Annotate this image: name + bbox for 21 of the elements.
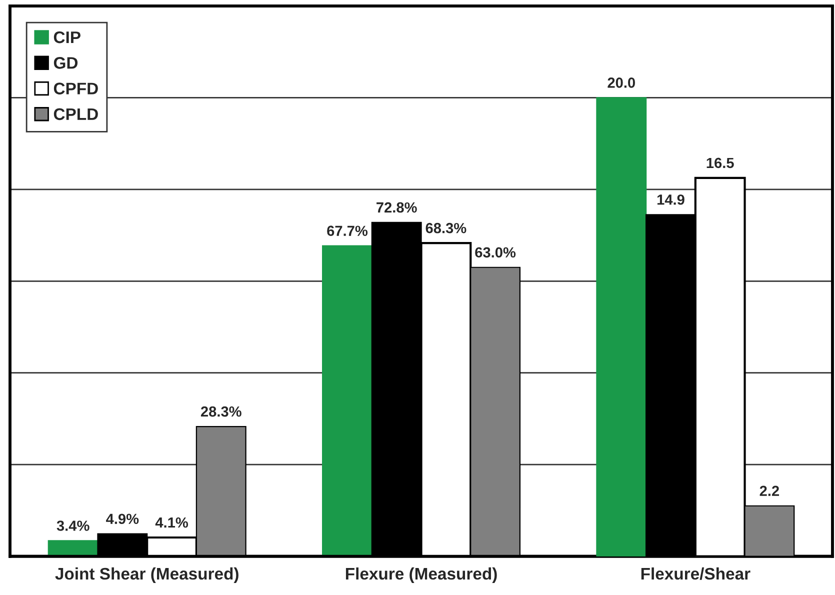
legend-label: GD [54,57,78,69]
x-tick-label: Flexure/Shear [641,567,750,580]
x-tick-label: Joint Shear (Measured) [55,567,238,583]
bar [322,245,372,556]
data-label: 3.4% [56,520,90,531]
data-label: 14.9 [657,194,684,205]
data-label: 4.1% [155,517,188,528]
data-label: 68.3% [426,222,466,234]
data-label: 28.3% [200,406,242,417]
data-label: 63.0% [475,247,516,258]
bar [48,540,98,556]
x-tick-label: Flexure (Measured) [346,567,497,583]
legend-label: CPLD [54,108,98,120]
data-label: 72.8% [376,202,417,213]
legend-label: CPFD [54,82,98,94]
data-label: 20.0 [608,78,635,88]
data-label: 2.2 [760,486,779,496]
data-label: 67.7% [327,226,368,236]
legend-label: CIP [54,31,80,44]
data-label: 16.5 [706,158,734,168]
data-label: 4.9% [106,514,139,524]
